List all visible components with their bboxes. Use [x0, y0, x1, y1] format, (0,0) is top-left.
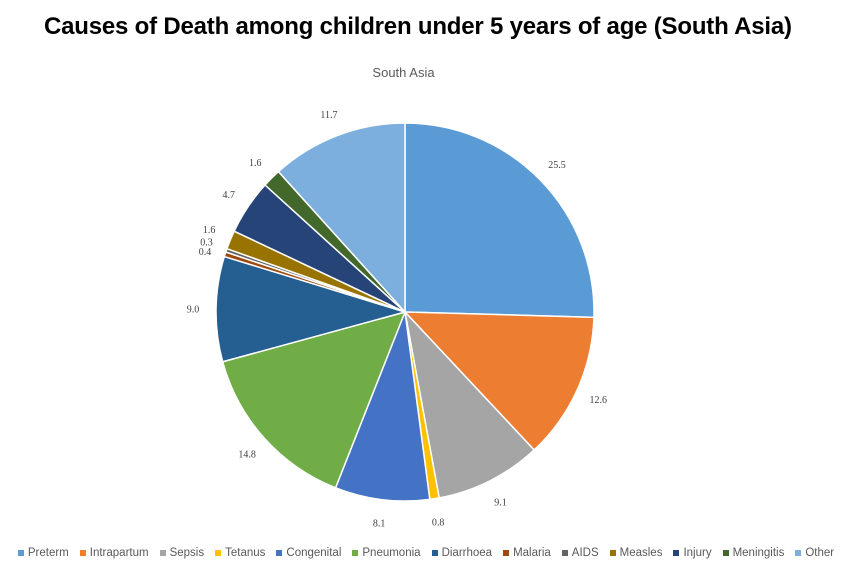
pie-slice-congenital	[334, 309, 431, 502]
legend-label: Pneumonia	[362, 547, 421, 559]
data-label-tetanus: 0.8	[432, 517, 445, 528]
legend-item-diarrhoea: Diarrhoea	[431, 547, 493, 559]
legend-swatch	[79, 550, 86, 556]
legend-item-meningitis: Meningitis	[722, 547, 785, 559]
legend-label: Preterm	[27, 547, 69, 559]
pie-slice-sepsis	[403, 309, 536, 499]
legend-item-intrapartum: Intrapartum	[79, 547, 149, 559]
pie-slice-preterm	[404, 122, 595, 319]
legend-item-measles: Measles	[609, 547, 663, 559]
data-label-other: 11.7	[320, 110, 337, 121]
data-label-aids: 0.3	[200, 238, 213, 249]
legend-label: Sepsis	[169, 547, 205, 559]
pie-slice-pneumonia	[221, 310, 407, 489]
legend-swatch	[722, 550, 729, 556]
legend-swatch	[609, 550, 616, 556]
data-label-injury: 4.7	[223, 190, 236, 201]
legend-swatch	[352, 550, 359, 556]
pie-slice-intrapartum	[403, 311, 595, 452]
pie-slices	[215, 122, 595, 502]
chart-legend: Preterm Intrapartum Sepsis Tetanus Congenita…	[0, 544, 852, 562]
legend-label: Intrapartum	[89, 547, 149, 559]
data-label-congenital: 8.1	[373, 518, 386, 529]
data-label-malaria: 0.4	[199, 247, 212, 258]
legend-item-aids: AIDS	[561, 547, 599, 559]
legend-item-sepsis: Sepsis	[159, 547, 205, 559]
legend-item-pneumonia: Pneumonia	[352, 547, 421, 559]
legend-label: Meningitis	[732, 547, 785, 559]
pie-data-labels: 25.5 12.6 9.1 0.8 8.1 14.8 9.0 0.40.3 1.6 4.7 1.6 1…	[187, 110, 607, 529]
legend-label: Diarrhoea	[441, 547, 493, 559]
legend-item-injury: Injury	[673, 547, 712, 559]
legend-swatch	[503, 550, 510, 556]
legend-item-congenital: Congenital	[276, 547, 341, 559]
page-title: Causes of Death among children under 5 y…	[44, 13, 792, 40]
data-label-measles: 1.6	[203, 225, 216, 236]
legend-swatch	[276, 550, 283, 556]
legend-label: Other	[805, 547, 835, 559]
legend-swatch	[159, 550, 166, 556]
legend-item-preterm: Preterm	[17, 547, 69, 559]
pie-slice-diarrhoea	[215, 255, 408, 363]
legend-swatch	[795, 550, 802, 556]
pie-slice-other	[277, 122, 406, 314]
legend-item-other: Other	[795, 547, 834, 559]
data-label-diarrhoea: 9.0	[187, 305, 200, 316]
pie-chart: 25.5 12.6 9.1 0.8 8.1 14.8 9.0 0.40.3 1.6 4.7 1.6 1…	[187, 110, 607, 529]
legend-item-tetanus: Tetanus	[215, 547, 265, 559]
legend-swatch	[215, 550, 222, 556]
legend-label: Congenital	[286, 547, 342, 559]
data-label-meningitis: 1.6	[249, 158, 262, 169]
data-label-intrapartum: 12.6	[590, 395, 608, 406]
legend-swatch	[673, 550, 680, 556]
legend-label: Measles	[619, 547, 663, 559]
legend-swatch	[17, 550, 24, 556]
legend-label: Tetanus	[225, 547, 266, 559]
legend-label: AIDS	[571, 547, 599, 559]
chart-title: South Asia	[372, 65, 435, 80]
data-label-pneumonia: 14.8	[238, 450, 256, 461]
legend-swatch	[431, 550, 438, 556]
legend-label: Malaria	[513, 547, 551, 559]
legend-item-malaria: Malaria	[503, 547, 551, 559]
legend-swatch	[561, 550, 568, 556]
data-label-preterm: 25.5	[548, 160, 566, 171]
data-label-sepsis: 9.1	[494, 497, 507, 508]
legend-label: Injury	[683, 547, 712, 559]
